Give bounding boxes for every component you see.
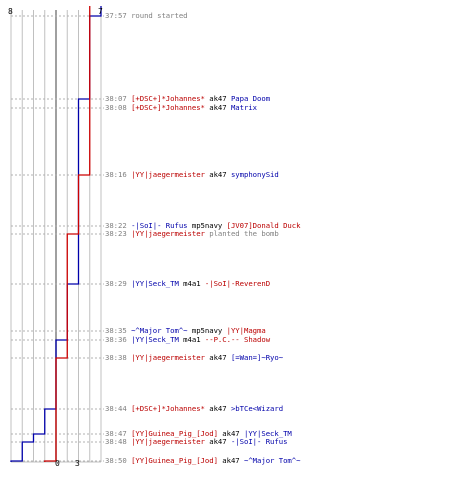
event-text: |YY|jaegermeister bbox=[131, 229, 205, 238]
event-time: 38:47 bbox=[105, 429, 132, 438]
event-row: 38:22 -|SoI|- Rufus mp5navy [JV07]Donald… bbox=[105, 221, 301, 231]
event-time: 38:22 bbox=[105, 221, 132, 230]
event-time: 37:57 bbox=[105, 11, 132, 20]
event-row: 38:50 [YY]Guinea_Pig_[Jod] ak47 ~^Major … bbox=[105, 456, 301, 466]
event-row: 38:08 [+DSC+]*Johannes* ak47 Matrix bbox=[105, 103, 257, 113]
event-row: 38:23 |YY|jaegermeister planted the bomb bbox=[105, 229, 279, 239]
event-text: |YY|jaegermeister bbox=[131, 170, 205, 179]
event-text: ak47 bbox=[204, 94, 231, 103]
event-time: 38:16 bbox=[105, 170, 132, 179]
event-text: [+DSC+]*Johannes* bbox=[131, 404, 205, 413]
event-time: 38:44 bbox=[105, 404, 132, 413]
event-text: |YY|Seck_TM bbox=[131, 335, 179, 344]
event-text: round started bbox=[131, 11, 188, 20]
event-text: ak47 bbox=[204, 404, 231, 413]
event-text: [YY]Guinea_Pig_[Jod] bbox=[131, 456, 218, 465]
event-text: [JV07]Donald Duck bbox=[226, 221, 301, 230]
event-text: >bTCe<Wizard bbox=[230, 404, 284, 413]
event-time: 38:08 bbox=[105, 103, 132, 112]
event-row: 38:35 ~^Major Tom^~ mp5navy |YY|Magma bbox=[105, 326, 266, 336]
event-text: |YY|Seck_TM bbox=[244, 429, 292, 438]
event-text: [+DSC+]*Johannes* bbox=[131, 94, 205, 103]
event-time: 38:23 bbox=[105, 229, 132, 238]
event-time: 38:35 bbox=[105, 326, 132, 335]
event-row: 38:44 [+DSC+]*Johannes* ak47 >bTCe<Wizar… bbox=[105, 404, 283, 414]
event-text: ak47 bbox=[204, 437, 231, 446]
team-b-start-count: 7 bbox=[98, 7, 103, 16]
event-time: 38:50 bbox=[105, 456, 132, 465]
event-text: mp5navy bbox=[187, 326, 227, 335]
event-row: 38:16 |YY|jaegermeister ak47 symphonySid bbox=[105, 170, 279, 180]
event-time: 38:38 bbox=[105, 353, 132, 362]
event-text: ak47 bbox=[217, 429, 244, 438]
event-text: Papa Doom bbox=[230, 94, 271, 103]
event-time: 38:48 bbox=[105, 437, 132, 446]
event-text: ak47 bbox=[204, 170, 231, 179]
event-text: ~^Major Tom^~ bbox=[131, 326, 188, 335]
event-text: ak47 bbox=[204, 353, 231, 362]
event-text: m4a1 bbox=[178, 335, 205, 344]
event-text: ak47 bbox=[204, 103, 231, 112]
event-text: --P.C.-- Shadow bbox=[204, 335, 271, 344]
event-text: |YY|Seck_TM bbox=[131, 279, 179, 288]
event-text: Matrix bbox=[230, 103, 258, 112]
event-text: ~^Major Tom^~ bbox=[244, 456, 301, 465]
event-row: 38:48 |YY|jaegermeister ak47 -|SoI|- Ruf… bbox=[105, 437, 287, 447]
event-text: symphonySid bbox=[230, 170, 279, 179]
event-time: 38:36 bbox=[105, 335, 132, 344]
event-text: mp5navy bbox=[187, 221, 227, 230]
team-a-start-count: 8 bbox=[8, 7, 13, 16]
event-text: [YY]Guinea_Pig_[Jod] bbox=[131, 429, 218, 438]
event-row: 38:47 [YY]Guinea_Pig_[Jod] ak47 |YY|Seck… bbox=[105, 429, 292, 439]
event-time: 38:29 bbox=[105, 279, 132, 288]
event-text: m4a1 bbox=[178, 279, 205, 288]
event-text: |YY|Magma bbox=[226, 326, 266, 335]
event-text: |YY|jaegermeister bbox=[131, 437, 205, 446]
event-time: 38:07 bbox=[105, 94, 132, 103]
event-text: ak47 bbox=[217, 456, 244, 465]
event-text: |YY|jaegermeister bbox=[131, 353, 205, 362]
event-text: -|SoI|- Rufus bbox=[230, 437, 288, 446]
event-text: planted the bomb bbox=[204, 229, 279, 238]
event-text: -|SoI|-ReverenD bbox=[204, 279, 271, 288]
event-row: 37:57 round started bbox=[105, 11, 188, 21]
event-row: 38:07 [+DSC+]*Johannes* ak47 Papa Doom bbox=[105, 94, 270, 104]
series-line-team_b bbox=[44, 6, 91, 462]
event-row: 38:29 |YY|Seck_TM m4a1 -|SoI|-ReverenD bbox=[105, 279, 270, 289]
event-row: 38:36 |YY|Seck_TM m4a1 --P.C.-- Shadow bbox=[105, 335, 270, 345]
team-b-end-count: 3 bbox=[75, 459, 80, 468]
event-text: [=Wan=]~Ryo~ bbox=[230, 353, 284, 362]
event-row: 38:38 |YY|jaegermeister ak47 [=Wan=]~Ryo… bbox=[105, 353, 283, 363]
team-a-end-count: 0 bbox=[55, 459, 60, 468]
event-text: -|SoI|- Rufus bbox=[131, 221, 188, 230]
event-text: [+DSC+]*Johannes* bbox=[131, 103, 205, 112]
